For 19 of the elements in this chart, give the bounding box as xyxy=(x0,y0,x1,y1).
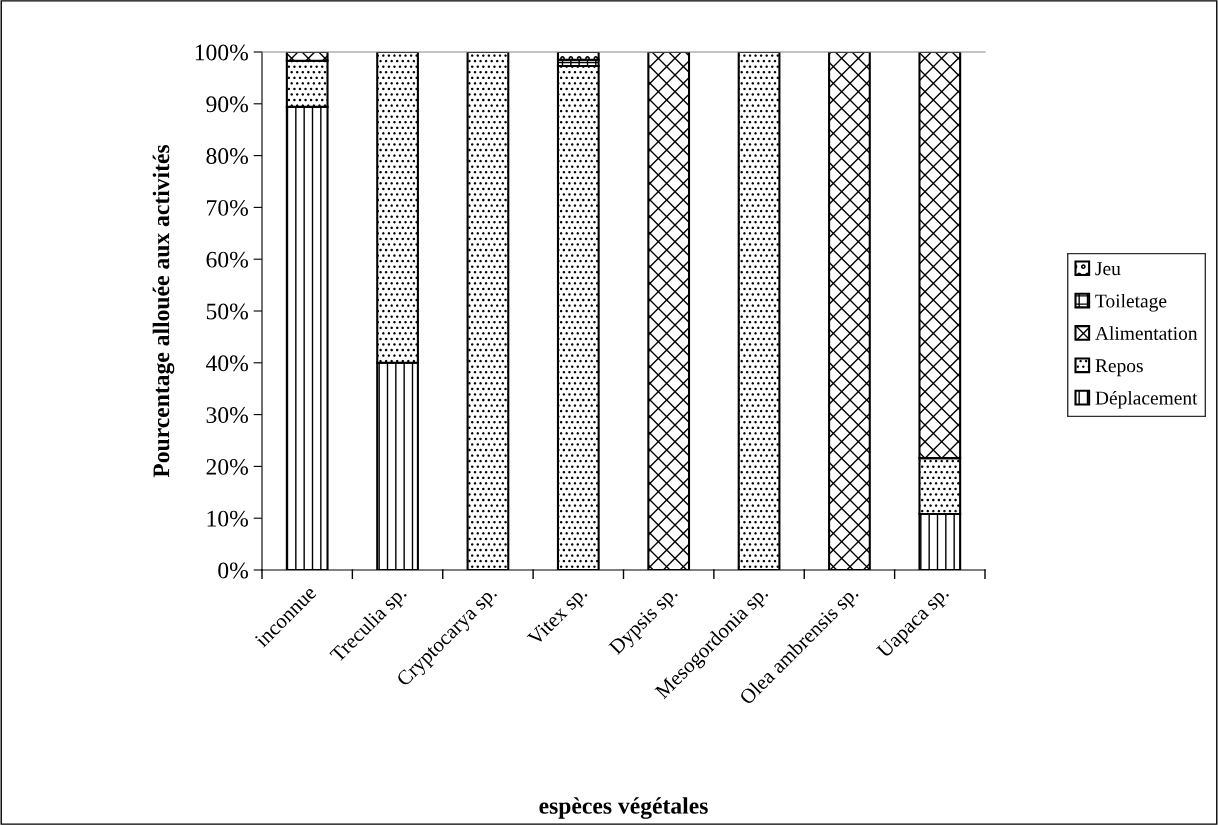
legend-label: Repos xyxy=(1095,359,1143,377)
y-tick-label: 70% xyxy=(207,199,248,216)
y-tick-label: 40% xyxy=(205,355,248,372)
y-tick-label: 0% xyxy=(218,562,248,579)
legend-label: Déplacement xyxy=(1095,390,1198,409)
y-tick-label: 80% xyxy=(206,148,248,165)
y-tick-label: 90% xyxy=(206,96,248,113)
x-axis-title: espèces végétales xyxy=(539,797,708,819)
legend-label: Jeu xyxy=(1095,262,1121,276)
legend-label: Alimentation xyxy=(1095,326,1198,340)
y-tick-label: 20% xyxy=(206,458,248,475)
x-tick-label: Vitex sp. xyxy=(526,585,591,650)
y-tick-label: 30% xyxy=(206,407,248,424)
y-tick-label: 10% xyxy=(207,510,248,527)
y-axis-title: Pourcentage allouée aux activités xyxy=(152,144,175,478)
y-tick-label: 100% xyxy=(195,44,248,61)
y-tick-label: 60% xyxy=(206,251,248,268)
y-tick-label: 50% xyxy=(206,303,248,320)
legend-label: Toiletage xyxy=(1095,293,1167,312)
